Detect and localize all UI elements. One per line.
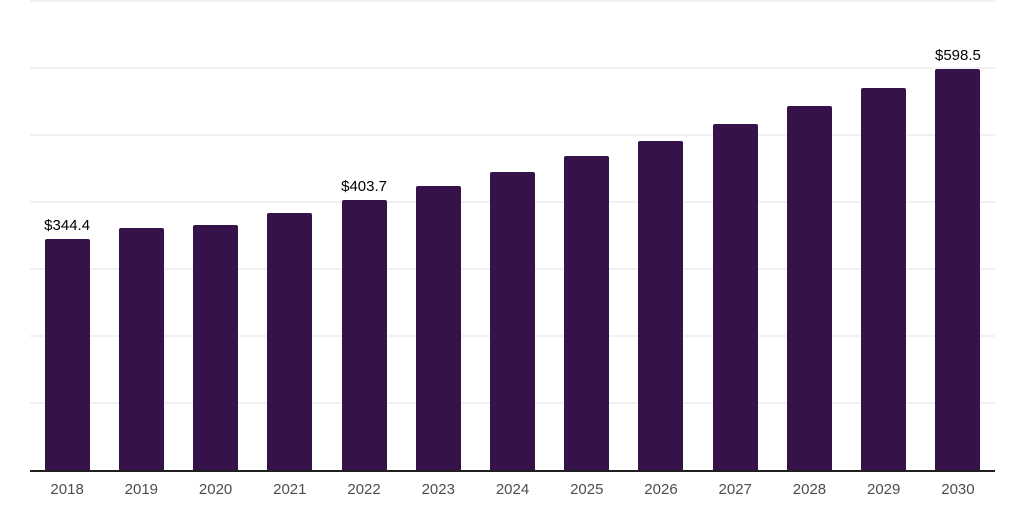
gridline-600 (30, 67, 995, 69)
bar-2026[interactable] (638, 140, 684, 470)
x-axis-label-2023: 2023 (421, 481, 455, 498)
bar-2027[interactable] (712, 123, 758, 470)
bars-container: $344.4 $403.7 $598.5 (30, 1, 995, 470)
x-axis-label-2021: 2021 (273, 481, 307, 498)
bar-slot-2029 (847, 1, 921, 470)
x-axis-label-2022: 2022 (347, 481, 381, 498)
bar-value-label-2022: $403.7 (341, 177, 387, 195)
x-axis-label-2030: 2030 (941, 481, 975, 498)
bar-2024[interactable] (490, 171, 536, 470)
x-axis-label-2019: 2019 (124, 481, 159, 498)
bar-slot-2022: $403.7 (327, 1, 401, 470)
bar-slot-2030: $598.5 (921, 1, 995, 470)
x-axis-line (30, 470, 995, 472)
bar-2019[interactable] (118, 227, 164, 470)
bar-slot-2026 (624, 1, 698, 470)
bar-2020[interactable] (193, 224, 239, 470)
gridline-700 (30, 0, 995, 2)
bar-2030[interactable] (935, 69, 981, 470)
x-axis-label-2025: 2025 (570, 481, 604, 498)
x-axis-label-2028: 2028 (792, 481, 827, 498)
bar-slot-2019 (104, 1, 178, 470)
bar-slot-2027 (698, 1, 772, 470)
bar-2021[interactable] (267, 213, 313, 470)
bar-2022[interactable] (341, 199, 387, 470)
x-axis-label-2024: 2024 (495, 481, 530, 498)
x-axis-label-2029: 2029 (867, 481, 901, 498)
bar-2025[interactable] (564, 156, 610, 470)
x-axis-label-2020: 2020 (198, 481, 233, 498)
x-axis-label-2018: 2018 (50, 481, 84, 498)
bar-slot-2023 (401, 1, 475, 470)
bar-slot-2028 (772, 1, 846, 470)
x-axis-label-2026: 2026 (644, 481, 678, 498)
bar-slot-2020 (178, 1, 252, 470)
x-axis-label-2027: 2027 (718, 481, 752, 498)
bar-value-label-2030: $598.5 (934, 47, 981, 65)
bar-2023[interactable] (415, 185, 461, 470)
bar-2018[interactable] (44, 239, 90, 470)
bar-value-label-2018: $344.4 (44, 217, 91, 235)
plot-area: $344.4 $403.7 $598.5 (30, 0, 995, 470)
bar-slot-2021 (253, 1, 327, 470)
x-axis-tick-labels: 2018 2019 2020 2021 2022 2023 2024 2025 2026 2027… (30, 481, 995, 498)
bar-2029[interactable] (861, 88, 907, 470)
bar-slot-2025 (550, 1, 624, 470)
bar-slot-2018: $344.4 (30, 1, 104, 470)
bar-2028[interactable] (786, 106, 832, 470)
gridline-500 (30, 134, 995, 136)
bar-slot-2024 (475, 1, 549, 470)
